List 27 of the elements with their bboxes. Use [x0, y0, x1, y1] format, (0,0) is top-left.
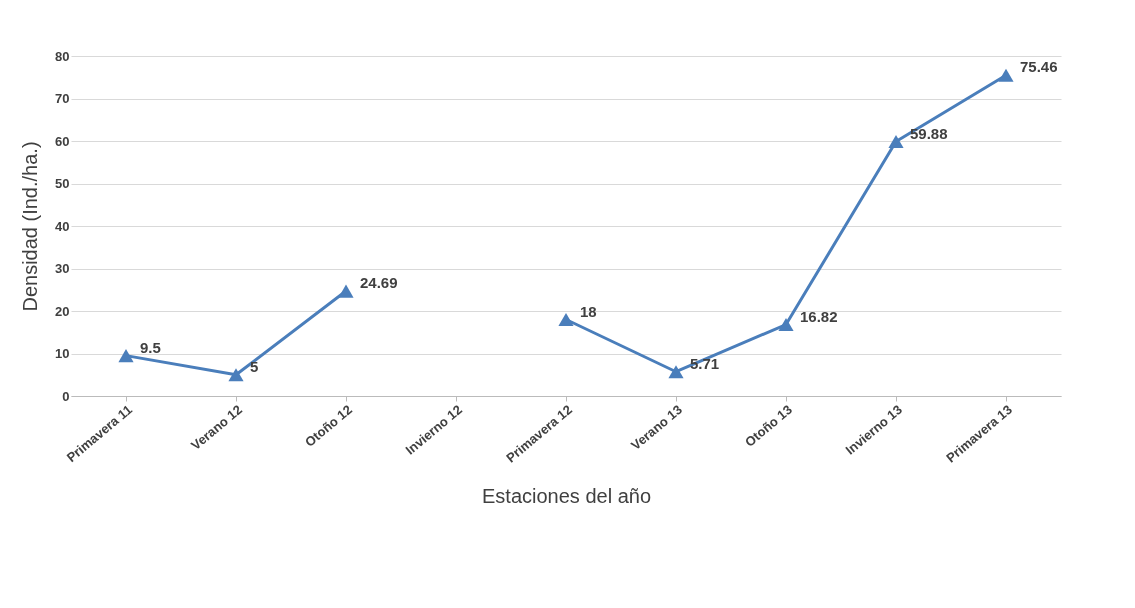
data-label: 59.88 [910, 124, 948, 142]
y-tick-label: 10 [55, 346, 70, 361]
y-tick-label: 40 [55, 218, 70, 234]
data-label: 5.71 [690, 354, 720, 372]
y-tick-label: 20 [55, 303, 70, 319]
y-tick-label: 0 [62, 388, 70, 404]
data-label: 16.82 [800, 307, 838, 325]
y-tick-label: 30 [55, 261, 70, 276]
y-tick-label: 80 [55, 48, 70, 64]
point [778, 317, 794, 332]
data-label: 9.5 [140, 338, 161, 356]
y-tick-label: 50 [55, 176, 70, 191]
x-axis-title: Estaciones del año [481, 485, 652, 508]
data-label: 5 [250, 357, 259, 375]
data-label: 18 [580, 302, 597, 320]
point [998, 68, 1014, 82]
y-tick-label: 60 [55, 133, 70, 149]
point [118, 349, 134, 363]
point [558, 312, 574, 327]
y-axis-title: Densidad (Ind./ha.) [19, 141, 42, 312]
y-tick-label: 70 [55, 91, 70, 106]
data-label: 75.46 [1020, 58, 1058, 76]
point [668, 365, 684, 379]
point [338, 284, 354, 298]
point [888, 134, 904, 149]
point [228, 368, 244, 382]
data-label: 24.69 [360, 274, 398, 292]
